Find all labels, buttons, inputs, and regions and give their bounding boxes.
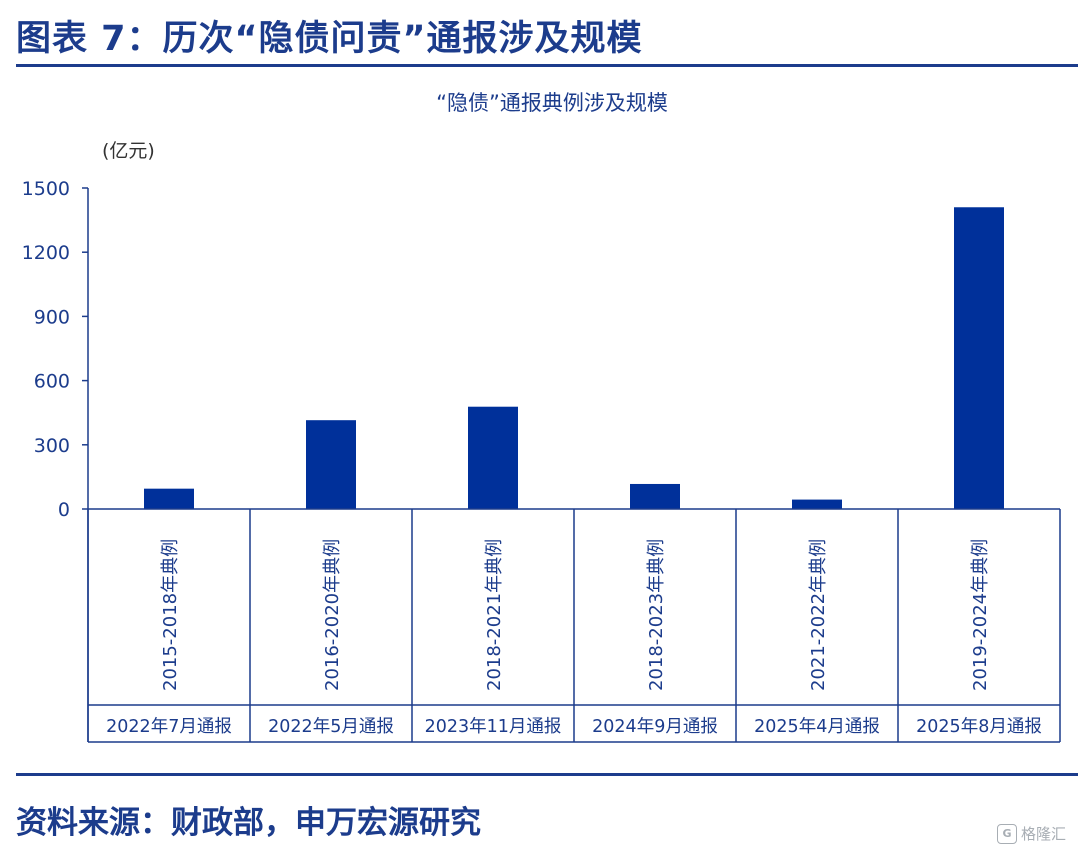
axes [87,188,1061,743]
figure-title: 图表 7：历次“隐债问责”通报涉及规模 [16,19,643,59]
x-category-label: 2016-2020年典例 [322,539,343,691]
x-group-label: 2022年5月通报 [268,717,394,737]
y-tick-label: 0 [58,499,70,521]
bar [792,499,842,509]
bar [468,406,518,509]
watermark-logo-icon: G [996,823,1017,844]
chart-title: “隐债”通报典例涉及规模 [436,91,668,115]
bar [630,483,680,509]
y-axis-ticks: 0 300 600 900 1200 1500 [22,178,88,521]
watermark-text: 格隆汇 [1020,825,1066,843]
x-group-label: 2023年11月通报 [425,717,562,737]
bottom-rule [16,773,1078,776]
x-category-label: 2021-2022年典例 [808,539,829,691]
x-category-label: 2019-2024年典例 [970,539,991,691]
x-category-label: 2018-2021年典例 [484,539,505,691]
bar [306,420,356,509]
y-tick-label: 1500 [22,178,70,200]
bar [954,207,1004,509]
source-note: 资料来源：财政部，申万宏源研究 [16,805,481,841]
watermark: G 格隆汇 [996,823,1066,844]
y-tick-label: 900 [34,306,70,328]
y-axis-unit: (亿元) [102,140,155,162]
x-group-label: 2022年7月通报 [106,717,232,737]
x-axis-labels: 2015-2018年典例 2016-2020年典例 2018-2021年典例 2018… [106,539,1042,737]
x-category-label: 2018-2023年典例 [646,539,667,691]
y-tick-label: 1200 [22,242,70,264]
x-group-label: 2025年4月通报 [754,717,880,737]
x-group-label: 2024年9月通报 [592,717,718,737]
y-tick-label: 300 [34,435,70,457]
bar-chart: “隐债”通报典例涉及规模 (亿元) 0 300 600 900 1200 1500 201… [22,91,1061,743]
x-category-label: 2015-2018年典例 [160,539,181,691]
x-group-label: 2025年8月通报 [916,717,1042,737]
title-underline [16,64,1078,67]
y-tick-label: 600 [34,371,70,393]
bar [144,488,194,509]
bars [144,207,1004,509]
